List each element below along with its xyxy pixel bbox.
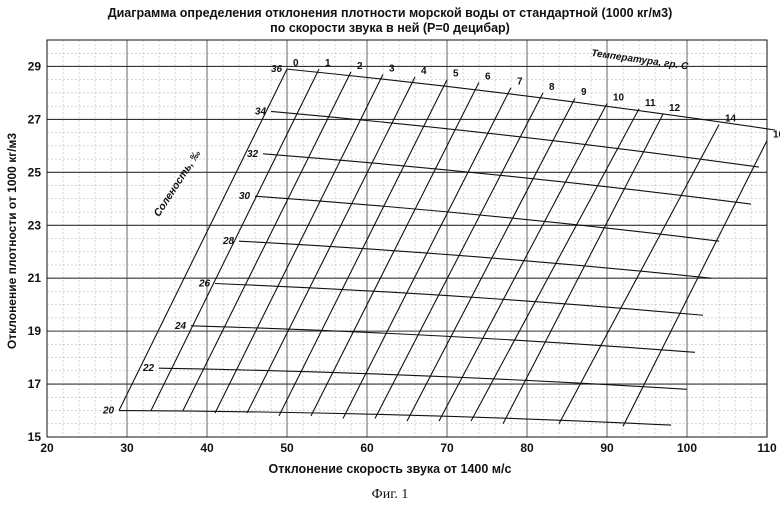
temperature-isoline-label: 8 bbox=[549, 82, 555, 93]
temperature-isoline-label: 9 bbox=[581, 87, 587, 98]
temperature-isoline bbox=[558, 124, 720, 425]
salinity-isoline bbox=[262, 153, 752, 205]
y-tick-label: 27 bbox=[28, 112, 42, 126]
temperature-isoline bbox=[310, 82, 480, 417]
salinity-isoline bbox=[214, 282, 704, 316]
temperature-axis-label: Температура, гр. С bbox=[591, 48, 690, 73]
temperature-isoline-label: 7 bbox=[517, 77, 523, 88]
salinity-isoline bbox=[238, 240, 712, 279]
salinity-isoline-label: 28 bbox=[222, 236, 235, 247]
salinity-isoline-label: 24 bbox=[174, 321, 187, 332]
temperature-isoline-label: 12 bbox=[669, 103, 681, 114]
temperature-isoline-label: 10 bbox=[613, 93, 625, 104]
temperature-isoline-label: 3 bbox=[389, 63, 395, 74]
temperature-isoline-label: 4 bbox=[421, 66, 427, 77]
salinity-isoline bbox=[254, 195, 720, 242]
temperature-isoline bbox=[214, 74, 384, 414]
temperature-isoline-label: 6 bbox=[485, 71, 491, 82]
x-tick-label: 40 bbox=[200, 441, 214, 455]
temperature-isoline-label: 1 bbox=[325, 58, 331, 69]
temperature-isoline-label: 5 bbox=[453, 69, 459, 80]
x-tick-label: 80 bbox=[520, 441, 534, 455]
salinity-isoline bbox=[118, 409, 672, 426]
temperature-isoline-label: 14 bbox=[725, 114, 737, 125]
x-tick-label: 90 bbox=[600, 441, 614, 455]
y-tick-label: 29 bbox=[28, 59, 42, 73]
temperature-isoline bbox=[118, 68, 288, 411]
salinity-isoline bbox=[286, 68, 776, 131]
y-tick-label: 17 bbox=[28, 377, 42, 391]
figure-caption: Фиг. 1 bbox=[371, 487, 409, 502]
salinity-isoline-label: 22 bbox=[142, 363, 155, 374]
temperature-isoline-label: 0 bbox=[293, 58, 299, 69]
x-tick-label: 110 bbox=[757, 441, 777, 455]
plot-frame bbox=[46, 39, 768, 438]
chart-title-line1: Диаграмма определения отклонения плотнос… bbox=[107, 6, 673, 20]
salinity-isoline-label: 20 bbox=[102, 406, 115, 417]
y-tick-label: 19 bbox=[28, 324, 42, 338]
x-tick-label: 30 bbox=[120, 441, 134, 455]
y-tick-label: 15 bbox=[28, 430, 42, 444]
salinity-isoline-label: 36 bbox=[271, 64, 283, 75]
salinity-isoline bbox=[158, 367, 688, 390]
temperature-isoline bbox=[502, 113, 664, 425]
temperature-isoline bbox=[470, 108, 640, 422]
temperature-isoline bbox=[150, 68, 320, 411]
temperature-isoline bbox=[246, 76, 416, 414]
temperature-isoline bbox=[622, 140, 768, 427]
temperature-isoline bbox=[182, 71, 352, 411]
temperature-isoline-label: 11 bbox=[645, 98, 656, 109]
chart-title-line2: по скорости звука в ней (Р=0 децибар) bbox=[270, 21, 510, 35]
salinity-isoline-label: 26 bbox=[198, 278, 211, 289]
temperature-isoline-label: 2 bbox=[357, 61, 363, 72]
y-tick-label: 25 bbox=[28, 165, 42, 179]
x-tick-label: 50 bbox=[280, 441, 294, 455]
salinity-isoline-label: 30 bbox=[239, 191, 251, 202]
temperature-isoline bbox=[438, 103, 608, 422]
temperature-isoline-label: 16 bbox=[773, 130, 780, 141]
salinity-isoline-label: 32 bbox=[247, 149, 259, 160]
y-tick-label: 21 bbox=[28, 271, 42, 285]
salinity-isoline bbox=[190, 325, 696, 353]
temperature-isoline bbox=[406, 97, 576, 422]
salinity-isoline bbox=[270, 110, 760, 168]
x-tick-label: 100 bbox=[677, 441, 697, 455]
temperature-isoline bbox=[278, 79, 448, 417]
x-tick-label: 70 bbox=[440, 441, 454, 455]
x-tick-label: 20 bbox=[40, 441, 54, 455]
salinity-isoline-label: 34 bbox=[255, 106, 267, 117]
x-tick-label: 60 bbox=[360, 441, 374, 455]
x-axis-label: Отклонение скорость звука от 1400 м/с bbox=[268, 462, 512, 476]
salinity-axis-label: Соленость, ‰ bbox=[151, 148, 203, 219]
y-tick-label: 23 bbox=[28, 218, 42, 232]
